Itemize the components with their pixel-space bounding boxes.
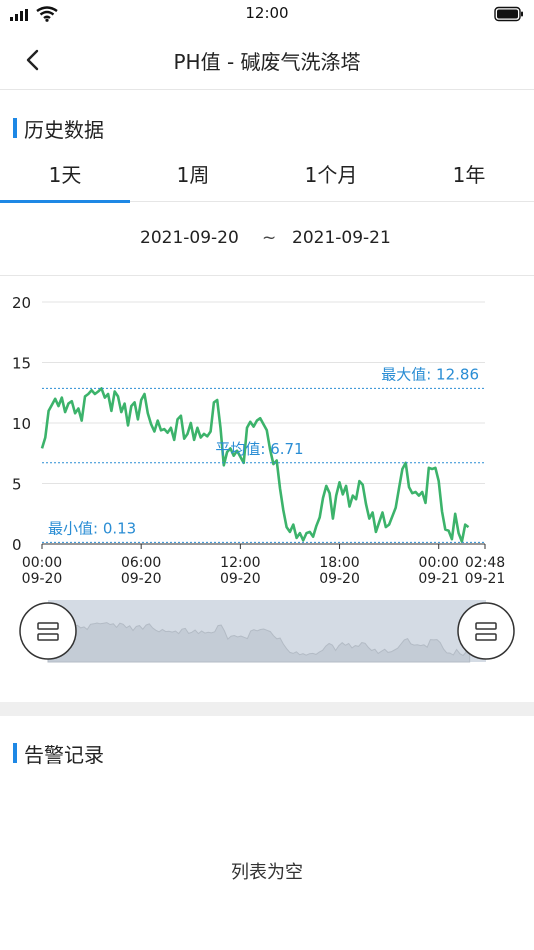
date-range: 2021-09-20 ~ 2021-09-21 [0,202,534,276]
x-tick-time-label: 00:00 [419,555,459,571]
signal-icon [10,9,28,21]
grip-bar [475,622,497,630]
x-tick-date-label: 09-20 [220,571,261,587]
x-tick-date-label: 09-20 [22,571,63,587]
grip-bar [475,633,497,641]
back-button[interactable] [14,44,50,76]
y-tick-label: 10 [12,415,31,433]
grip-bar [37,622,59,630]
x-tick-time-label: 18:00 [319,555,359,571]
alarm-section-header: 告警记录 [0,735,534,771]
mark-line-label: 最小值: 0.13 [48,519,136,537]
slider-handle-end[interactable] [457,602,515,660]
tab-1-week[interactable]: 1周 [176,163,210,187]
end-date[interactable]: 2021-09-21 [292,228,391,248]
tab-1-year[interactable]: 1年 [452,163,486,187]
wifi-icon [36,6,58,22]
x-tick-date-label: 09-21 [418,571,459,587]
x-tick-time-label: 00:00 [22,555,62,571]
section-divider [0,702,534,716]
x-tick-time-label: 02:48 [465,555,505,571]
y-tick-label: 15 [12,355,31,373]
y-tick-label: 5 [12,476,22,494]
x-tick-date-label: 09-20 [319,571,360,587]
start-date[interactable]: 2021-09-20 [140,228,239,248]
grip-bar [37,633,59,641]
tab-1-month[interactable]: 1个月 [304,163,358,187]
alarm-section-title: 告警记录 [24,743,104,767]
x-tick-date-label: 09-20 [121,571,162,587]
status-bar: 12:00 [0,0,534,28]
history-section-header: 历史数据 [0,110,534,146]
slider-handle-start[interactable] [19,602,77,660]
page-title: PH值 - 碱废气洗涤塔 [173,50,361,74]
ph-series-line [40,387,470,543]
section-accent-bar [13,118,17,138]
tab-1-day[interactable]: 1天 [0,150,130,203]
period-tabs: 1天 1周 1个月 1年 [0,150,534,203]
y-tick-label: 20 [12,294,31,312]
x-tick-time-label: 06:00 [121,555,161,571]
date-separator: ~ [262,228,277,248]
history-section-title: 历史数据 [24,118,104,142]
nav-bar: PH值 - 碱废气洗涤塔 [0,28,534,90]
x-tick-time-label: 12:00 [220,555,260,571]
time-range-slider[interactable] [0,596,534,666]
battery-icon [494,6,523,22]
mark-line-label: 平均值: 6.71 [215,440,303,458]
chevron-left-icon [26,49,39,71]
status-time: 12:00 [245,4,289,22]
section-accent-bar [13,743,17,763]
ph-history-chart[interactable]: 0510152000:0009-2006:0009-2012:0009-2018… [0,280,534,590]
mark-line-label: 最大值: 12.86 [381,365,479,383]
y-tick-label: 0 [12,536,22,554]
slider-preview-area [47,622,471,663]
empty-list-message: 列表为空 [231,862,303,883]
x-tick-date-label: 09-21 [465,571,506,587]
